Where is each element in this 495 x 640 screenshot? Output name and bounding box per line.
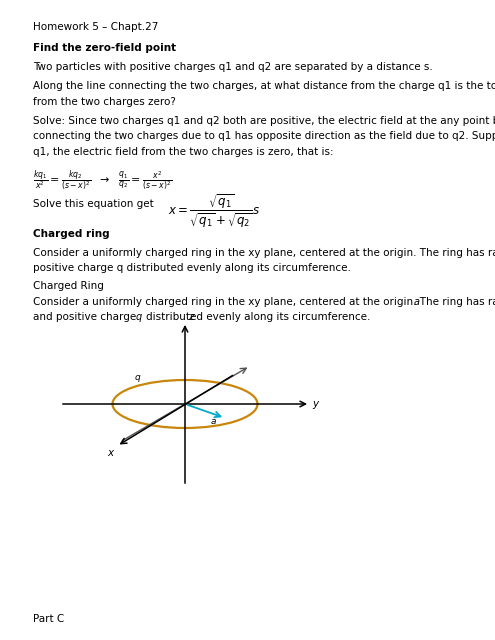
- Text: Two particles with positive charges q1 and q2 are separated by a distance s.: Two particles with positive charges q1 a…: [33, 62, 433, 72]
- Text: Find the zero-field point: Find the zero-field point: [33, 43, 176, 53]
- Text: Charged ring: Charged ring: [33, 228, 109, 239]
- Text: from the two charges zero?: from the two charges zero?: [33, 97, 176, 106]
- Text: $x = \dfrac{\sqrt{q_1}}{\sqrt{q_1}+\sqrt{q_2}}s$: $x = \dfrac{\sqrt{q_1}}{\sqrt{q_1}+\sqrt…: [168, 193, 260, 230]
- Text: z: z: [188, 312, 194, 322]
- Text: Part C: Part C: [33, 614, 64, 624]
- Text: distributed evenly along its circumference.: distributed evenly along its circumferen…: [146, 312, 370, 322]
- Text: y: y: [312, 399, 318, 409]
- Text: and positive charge: and positive charge: [33, 312, 140, 322]
- Text: q: q: [135, 373, 141, 382]
- Text: x: x: [107, 448, 113, 458]
- Text: Solve this equation get: Solve this equation get: [33, 198, 163, 209]
- Text: connecting the two charges due to q1 has opposite direction as the field due to : connecting the two charges due to q1 has…: [33, 131, 495, 141]
- Text: Homework 5 – Chapt.27: Homework 5 – Chapt.27: [33, 22, 158, 32]
- Text: q1, the electric field from the two charges is zero, that is:: q1, the electric field from the two char…: [33, 147, 334, 157]
- Text: Consider a uniformly charged ring in the xy plane, centered at the origin. The r: Consider a uniformly charged ring in the…: [33, 248, 495, 257]
- Text: a: a: [414, 296, 420, 307]
- Text: $\frac{kq_1}{x^2} = \frac{kq_2}{(s-x)^2}$  $\rightarrow$  $\frac{q_1}{q_2} = \fr: $\frac{kq_1}{x^2} = \frac{kq_2}{(s-x)^2}…: [33, 168, 172, 193]
- Text: a: a: [211, 417, 216, 426]
- Text: Solve: Since two charges q1 and q2 both are positive, the electric field at the : Solve: Since two charges q1 and q2 both …: [33, 115, 495, 125]
- Text: positive charge q distributed evenly along its circumference.: positive charge q distributed evenly alo…: [33, 263, 351, 273]
- Text: Consider a uniformly charged ring in the xy plane, centered at the origin. The r: Consider a uniformly charged ring in the…: [33, 296, 495, 307]
- Text: Charged Ring: Charged Ring: [33, 281, 104, 291]
- Text: q: q: [136, 312, 142, 322]
- Text: Along the line connecting the two charges, at what distance from the charge q1 i: Along the line connecting the two charge…: [33, 81, 495, 91]
